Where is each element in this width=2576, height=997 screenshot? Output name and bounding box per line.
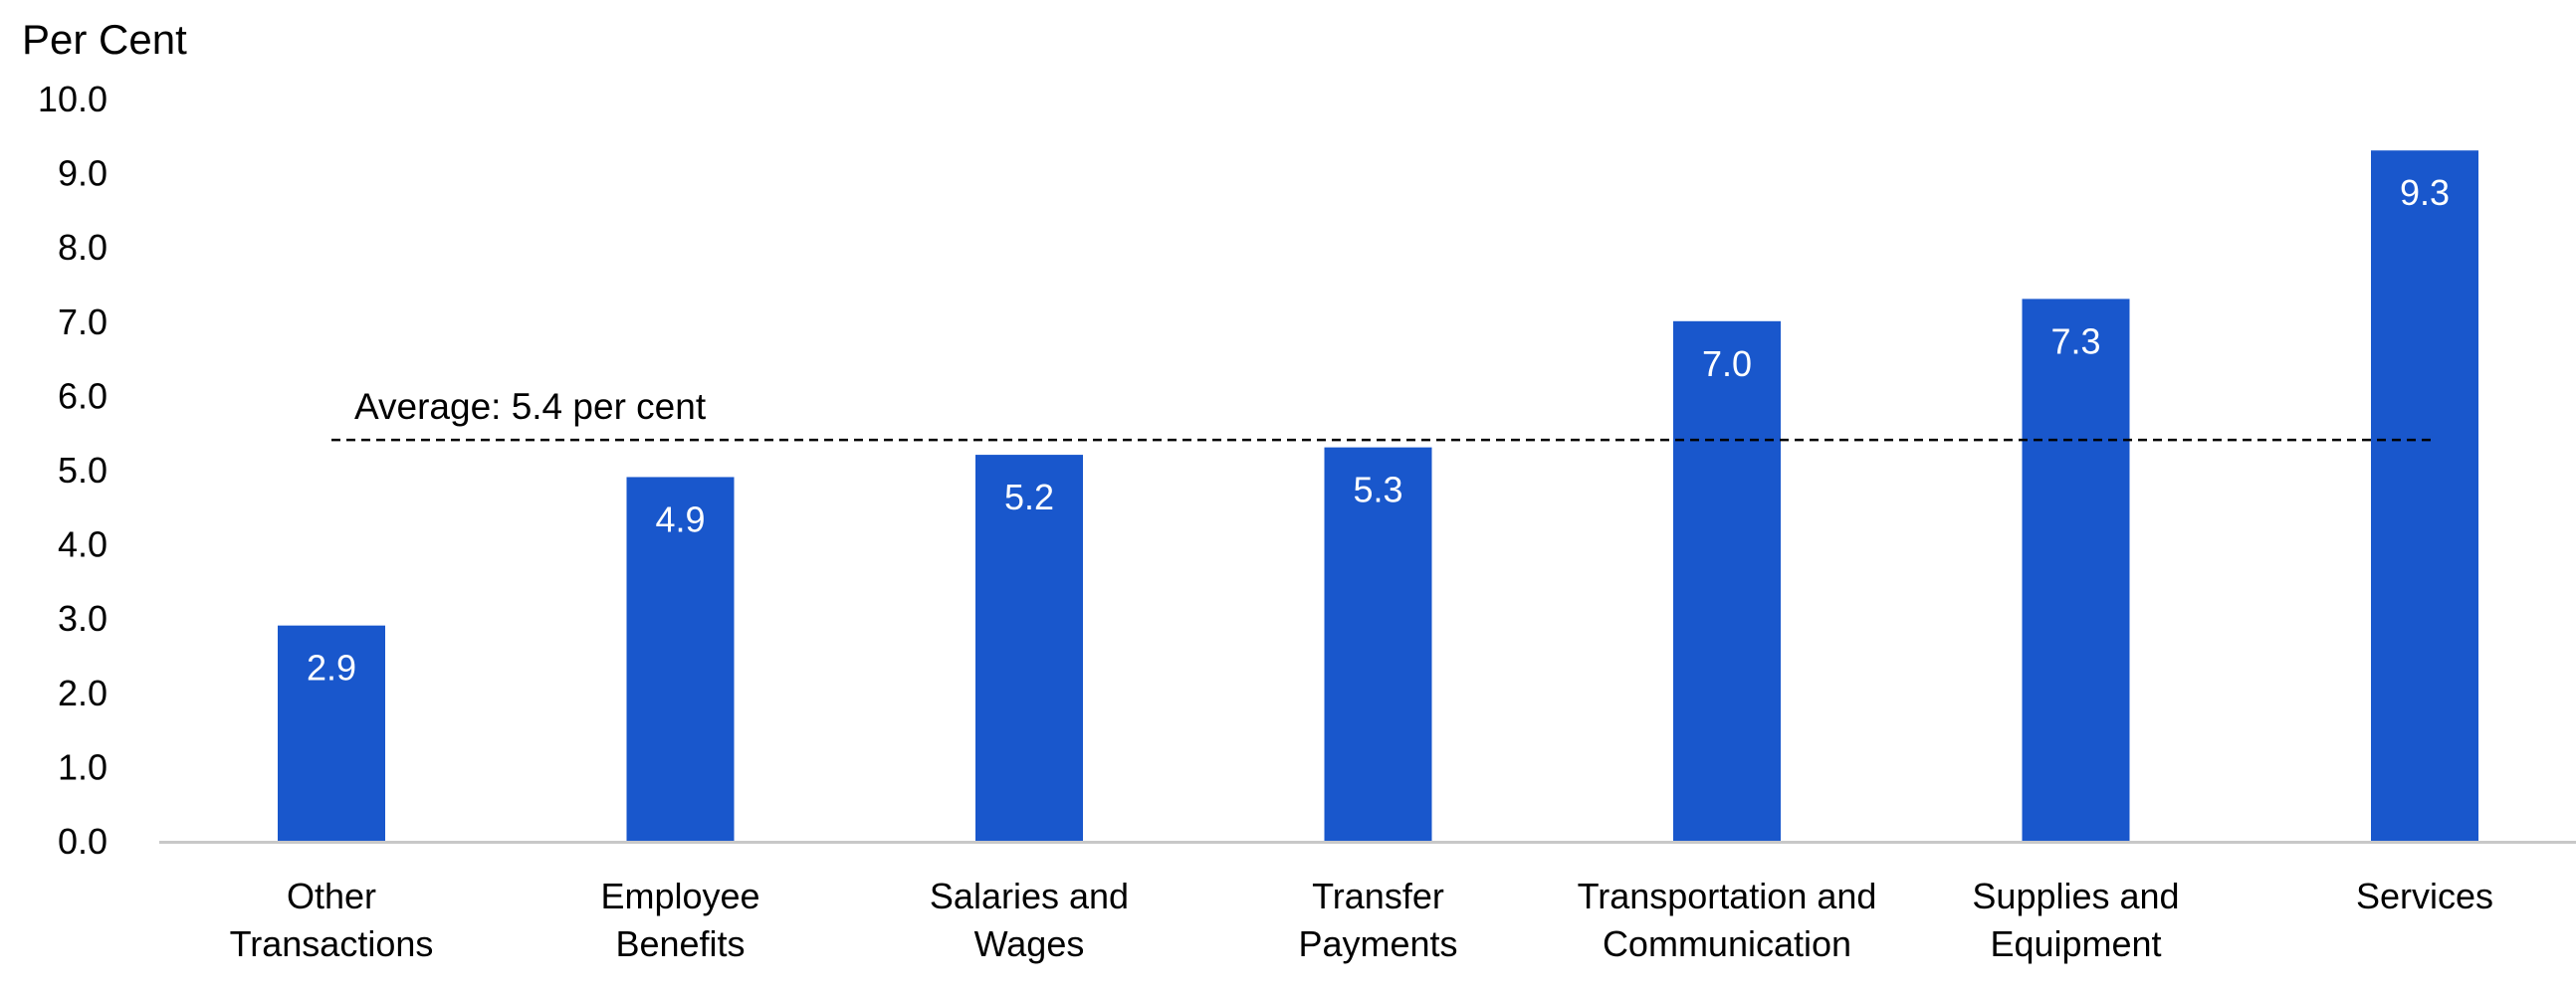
y-tick-label: 1.0: [58, 746, 107, 787]
bar: [2022, 299, 2130, 841]
average-group: Average: 5.4 per cent: [331, 386, 2431, 442]
y-tick-label: 6.0: [58, 375, 107, 416]
bar: [626, 477, 735, 841]
data-label: 9.3: [2400, 172, 2450, 213]
bars: 2.9 4.9 5.2 5.3 7.0 7.3 9.3: [278, 150, 2478, 842]
data-label: 7.3: [2050, 320, 2100, 361]
y-tick-label: 4.0: [58, 524, 107, 565]
y-tick-label: 5.0: [58, 450, 107, 491]
bar: [975, 455, 1083, 841]
x-axis-ticks: Other Transactions Employee Benefits Salarie…: [230, 876, 2493, 964]
bar: [2371, 150, 2478, 842]
x-tick-label: Services: [2356, 876, 2493, 916]
x-tick-label: Other Transactions: [230, 876, 434, 964]
y-tick-label: 0.0: [58, 821, 107, 862]
x-tick-label: Salaries and Wages: [930, 876, 1129, 964]
data-label: 2.9: [307, 648, 356, 689]
data-label: 7.0: [1702, 343, 1752, 384]
y-tick-label: 3.0: [58, 598, 107, 639]
y-tick-label: 7.0: [58, 301, 107, 342]
bar: [1324, 447, 1432, 841]
data-label: 4.9: [655, 498, 705, 539]
y-tick-label: 8.0: [58, 227, 107, 268]
bar: [1673, 320, 1781, 841]
data-label: 5.3: [1353, 470, 1402, 510]
bar: [278, 625, 385, 841]
y-tick-label: 2.0: [58, 673, 107, 713]
x-tick-label: Transfer Payments: [1298, 876, 1457, 964]
y-axis-ticks: 0.0 1.0 2.0 3.0 4.0 5.0 6.0 7.0 8.0 9.0 10.0: [38, 79, 107, 862]
data-label: 5.2: [1004, 477, 1054, 517]
x-tick-label: Supplies and Equipment: [1972, 876, 2179, 964]
y-tick-label: 10.0: [38, 79, 107, 119]
y-axis-label: Per Cent: [22, 16, 187, 63]
x-tick-label: Transportation and Communication: [1578, 876, 1877, 964]
y-tick-label: 9.0: [58, 153, 107, 194]
average-label: Average: 5.4 per cent: [354, 386, 707, 427]
x-tick-label: Employee Benefits: [600, 876, 759, 964]
